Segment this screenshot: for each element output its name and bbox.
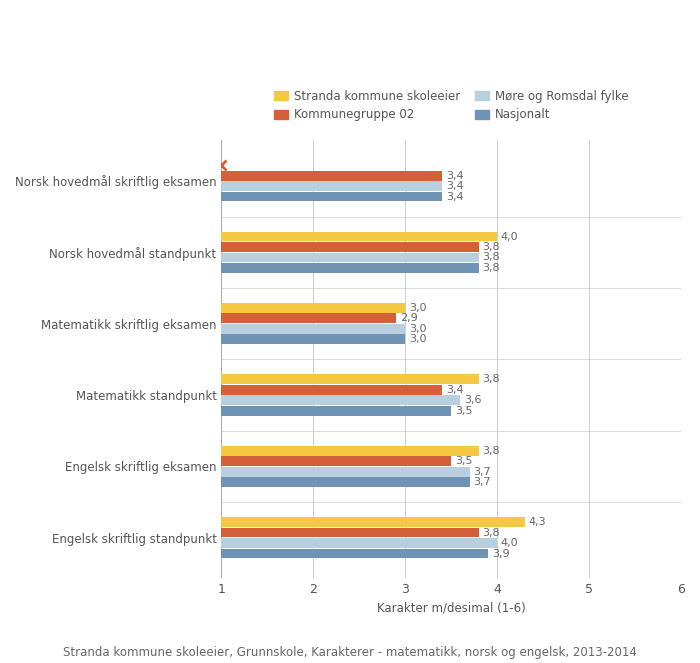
Bar: [221, 395, 461, 405]
Legend: Stranda kommune skoleeier, Kommunegruppe 02, Møre og Romsdal fylke, Nasjonalt: Stranda kommune skoleeier, Kommunegruppe…: [270, 85, 633, 126]
Text: 3,0: 3,0: [409, 324, 426, 334]
Bar: [221, 192, 442, 202]
Bar: [221, 446, 479, 455]
Text: 3,0: 3,0: [409, 303, 426, 313]
X-axis label: Karakter m/desimal (1-6): Karakter m/desimal (1-6): [377, 602, 526, 615]
Text: 3,0: 3,0: [409, 334, 426, 344]
Bar: [221, 303, 405, 313]
Text: 3,7: 3,7: [473, 467, 491, 477]
Text: 3,5: 3,5: [455, 456, 472, 466]
Bar: [221, 517, 525, 527]
Bar: [221, 375, 479, 385]
Text: 3,4: 3,4: [446, 385, 463, 394]
Text: 3,8: 3,8: [482, 446, 500, 455]
Text: 4,3: 4,3: [528, 517, 546, 527]
Bar: [221, 456, 452, 466]
Text: 2,9: 2,9: [400, 314, 418, 324]
Text: 3,9: 3,9: [491, 548, 510, 558]
Bar: [221, 528, 479, 538]
Text: 3,8: 3,8: [482, 528, 500, 538]
Bar: [221, 477, 470, 487]
Text: Stranda kommune skoleeier, Grunnskole, Karakterer - matematikk, norsk og engelsk: Stranda kommune skoleeier, Grunnskole, K…: [63, 646, 637, 660]
Bar: [221, 314, 396, 324]
Text: 3,4: 3,4: [446, 192, 463, 202]
Text: 3,4: 3,4: [446, 170, 463, 180]
Text: 3,7: 3,7: [473, 477, 491, 487]
Bar: [221, 181, 442, 191]
Bar: [221, 385, 442, 394]
Text: 3,6: 3,6: [464, 395, 482, 405]
Text: 3,8: 3,8: [482, 253, 500, 263]
Bar: [221, 242, 479, 252]
Bar: [221, 324, 405, 333]
Bar: [221, 406, 452, 416]
Bar: [221, 253, 479, 263]
Text: 3,4: 3,4: [446, 181, 463, 191]
Text: 3,8: 3,8: [482, 375, 500, 385]
Text: 3,8: 3,8: [482, 242, 500, 252]
Bar: [221, 467, 470, 477]
Text: 4,0: 4,0: [501, 231, 519, 241]
Text: 3,8: 3,8: [482, 263, 500, 273]
Bar: [221, 538, 497, 548]
Text: 4,0: 4,0: [501, 538, 519, 548]
Bar: [221, 170, 442, 180]
Bar: [221, 334, 405, 344]
Bar: [221, 231, 497, 241]
Bar: [221, 548, 488, 558]
Text: 3,5: 3,5: [455, 406, 472, 416]
Bar: [221, 263, 479, 273]
